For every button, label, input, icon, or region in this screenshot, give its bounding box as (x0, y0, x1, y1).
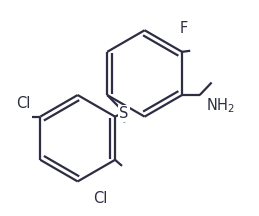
Text: F: F (179, 21, 188, 36)
Text: Cl: Cl (93, 191, 107, 206)
Text: S: S (119, 106, 129, 121)
Text: Cl: Cl (16, 96, 31, 111)
Text: NH$_2$: NH$_2$ (206, 97, 235, 115)
